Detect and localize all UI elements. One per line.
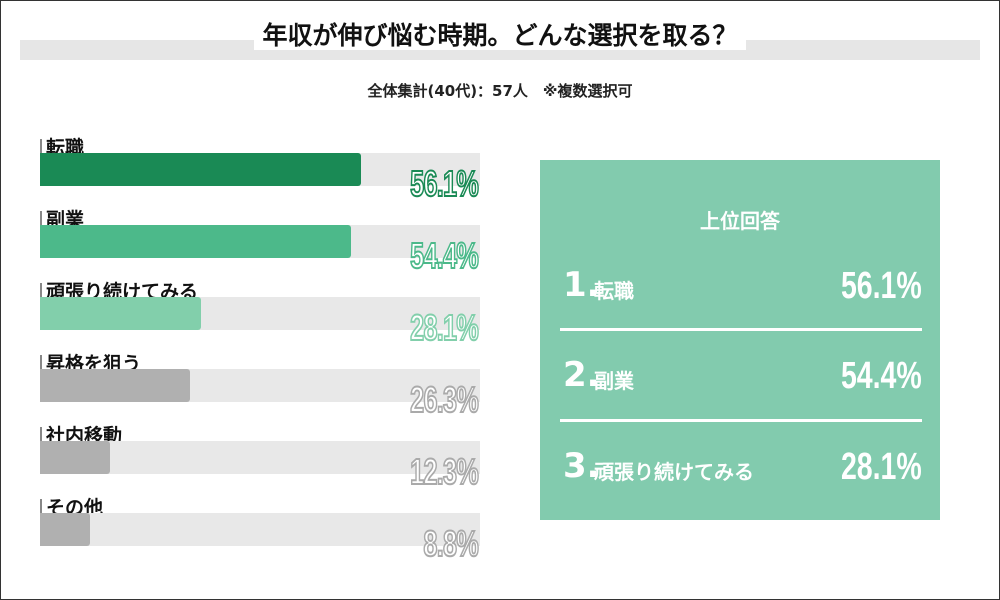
rank-label: 頑張り続けてみる (594, 460, 754, 484)
bar (40, 225, 351, 258)
bar-value-label: 26.3% (409, 378, 479, 421)
rank-value: 56.1% (841, 265, 922, 307)
bar-track: 28.1% (40, 297, 480, 349)
bar-row: 転職 56.1% (40, 137, 480, 211)
chart-title: 年収が伸び悩む時期。どんな選択を取る？ (0, 16, 1000, 52)
rank-item-1: 1. 転職 56.1% (560, 245, 922, 335)
rank-item-3: 3. 頑張り続けてみる 28.1% (560, 426, 922, 516)
chart-subtitle: 全体集計(40代)：57人 ※複数選択可 (367, 82, 633, 100)
bar-value-label: 56.1% (409, 162, 479, 205)
bar-track: 26.3% (40, 369, 480, 421)
bar-track: 12.3% (40, 441, 480, 493)
rank-value: 28.1% (841, 446, 922, 488)
bar (40, 513, 91, 546)
bar (40, 369, 191, 402)
rank-label: 副業 (594, 369, 634, 393)
bar-value-label: 12.3% (409, 450, 479, 493)
bar-track: 56.1% (40, 153, 480, 205)
bar-value-label: 8.8% (423, 522, 480, 565)
top-answers-panel: 上位回答 1. 転職 56.1% 2. 副業 54.4% 3. 頑張り続けてみる… (540, 160, 940, 520)
bar (40, 441, 111, 474)
divider (560, 328, 922, 331)
bar-value-label: 54.4% (409, 234, 479, 277)
rank-item-2: 2. 副業 54.4% (560, 335, 922, 425)
rank-number: 1. (563, 265, 600, 305)
bar-row: 頑張り続けてみる 28.1% (40, 281, 480, 355)
rank-number: 2. (563, 355, 600, 395)
bar-row: 昇格を狙う 26.3% (40, 353, 480, 427)
bar-track: 54.4% (40, 225, 480, 277)
bar-row: その他 8.8% (40, 497, 480, 571)
panel-title: 上位回答 (700, 209, 780, 233)
bar-row: 社内移動 12.3% (40, 425, 480, 499)
bar (40, 153, 361, 186)
bar-row: 副業 54.4% (40, 209, 480, 283)
bar-track: 8.8% (40, 513, 480, 565)
divider (560, 419, 922, 422)
chart-title-text: 年収が伸び悩む時期。どんな選択を取る？ (254, 21, 746, 50)
rank-number: 3. (563, 446, 600, 486)
bar (40, 297, 201, 330)
rank-label: 転職 (594, 279, 634, 303)
rank-value: 54.4% (841, 355, 922, 397)
bar-value-label: 28.1% (409, 306, 479, 349)
